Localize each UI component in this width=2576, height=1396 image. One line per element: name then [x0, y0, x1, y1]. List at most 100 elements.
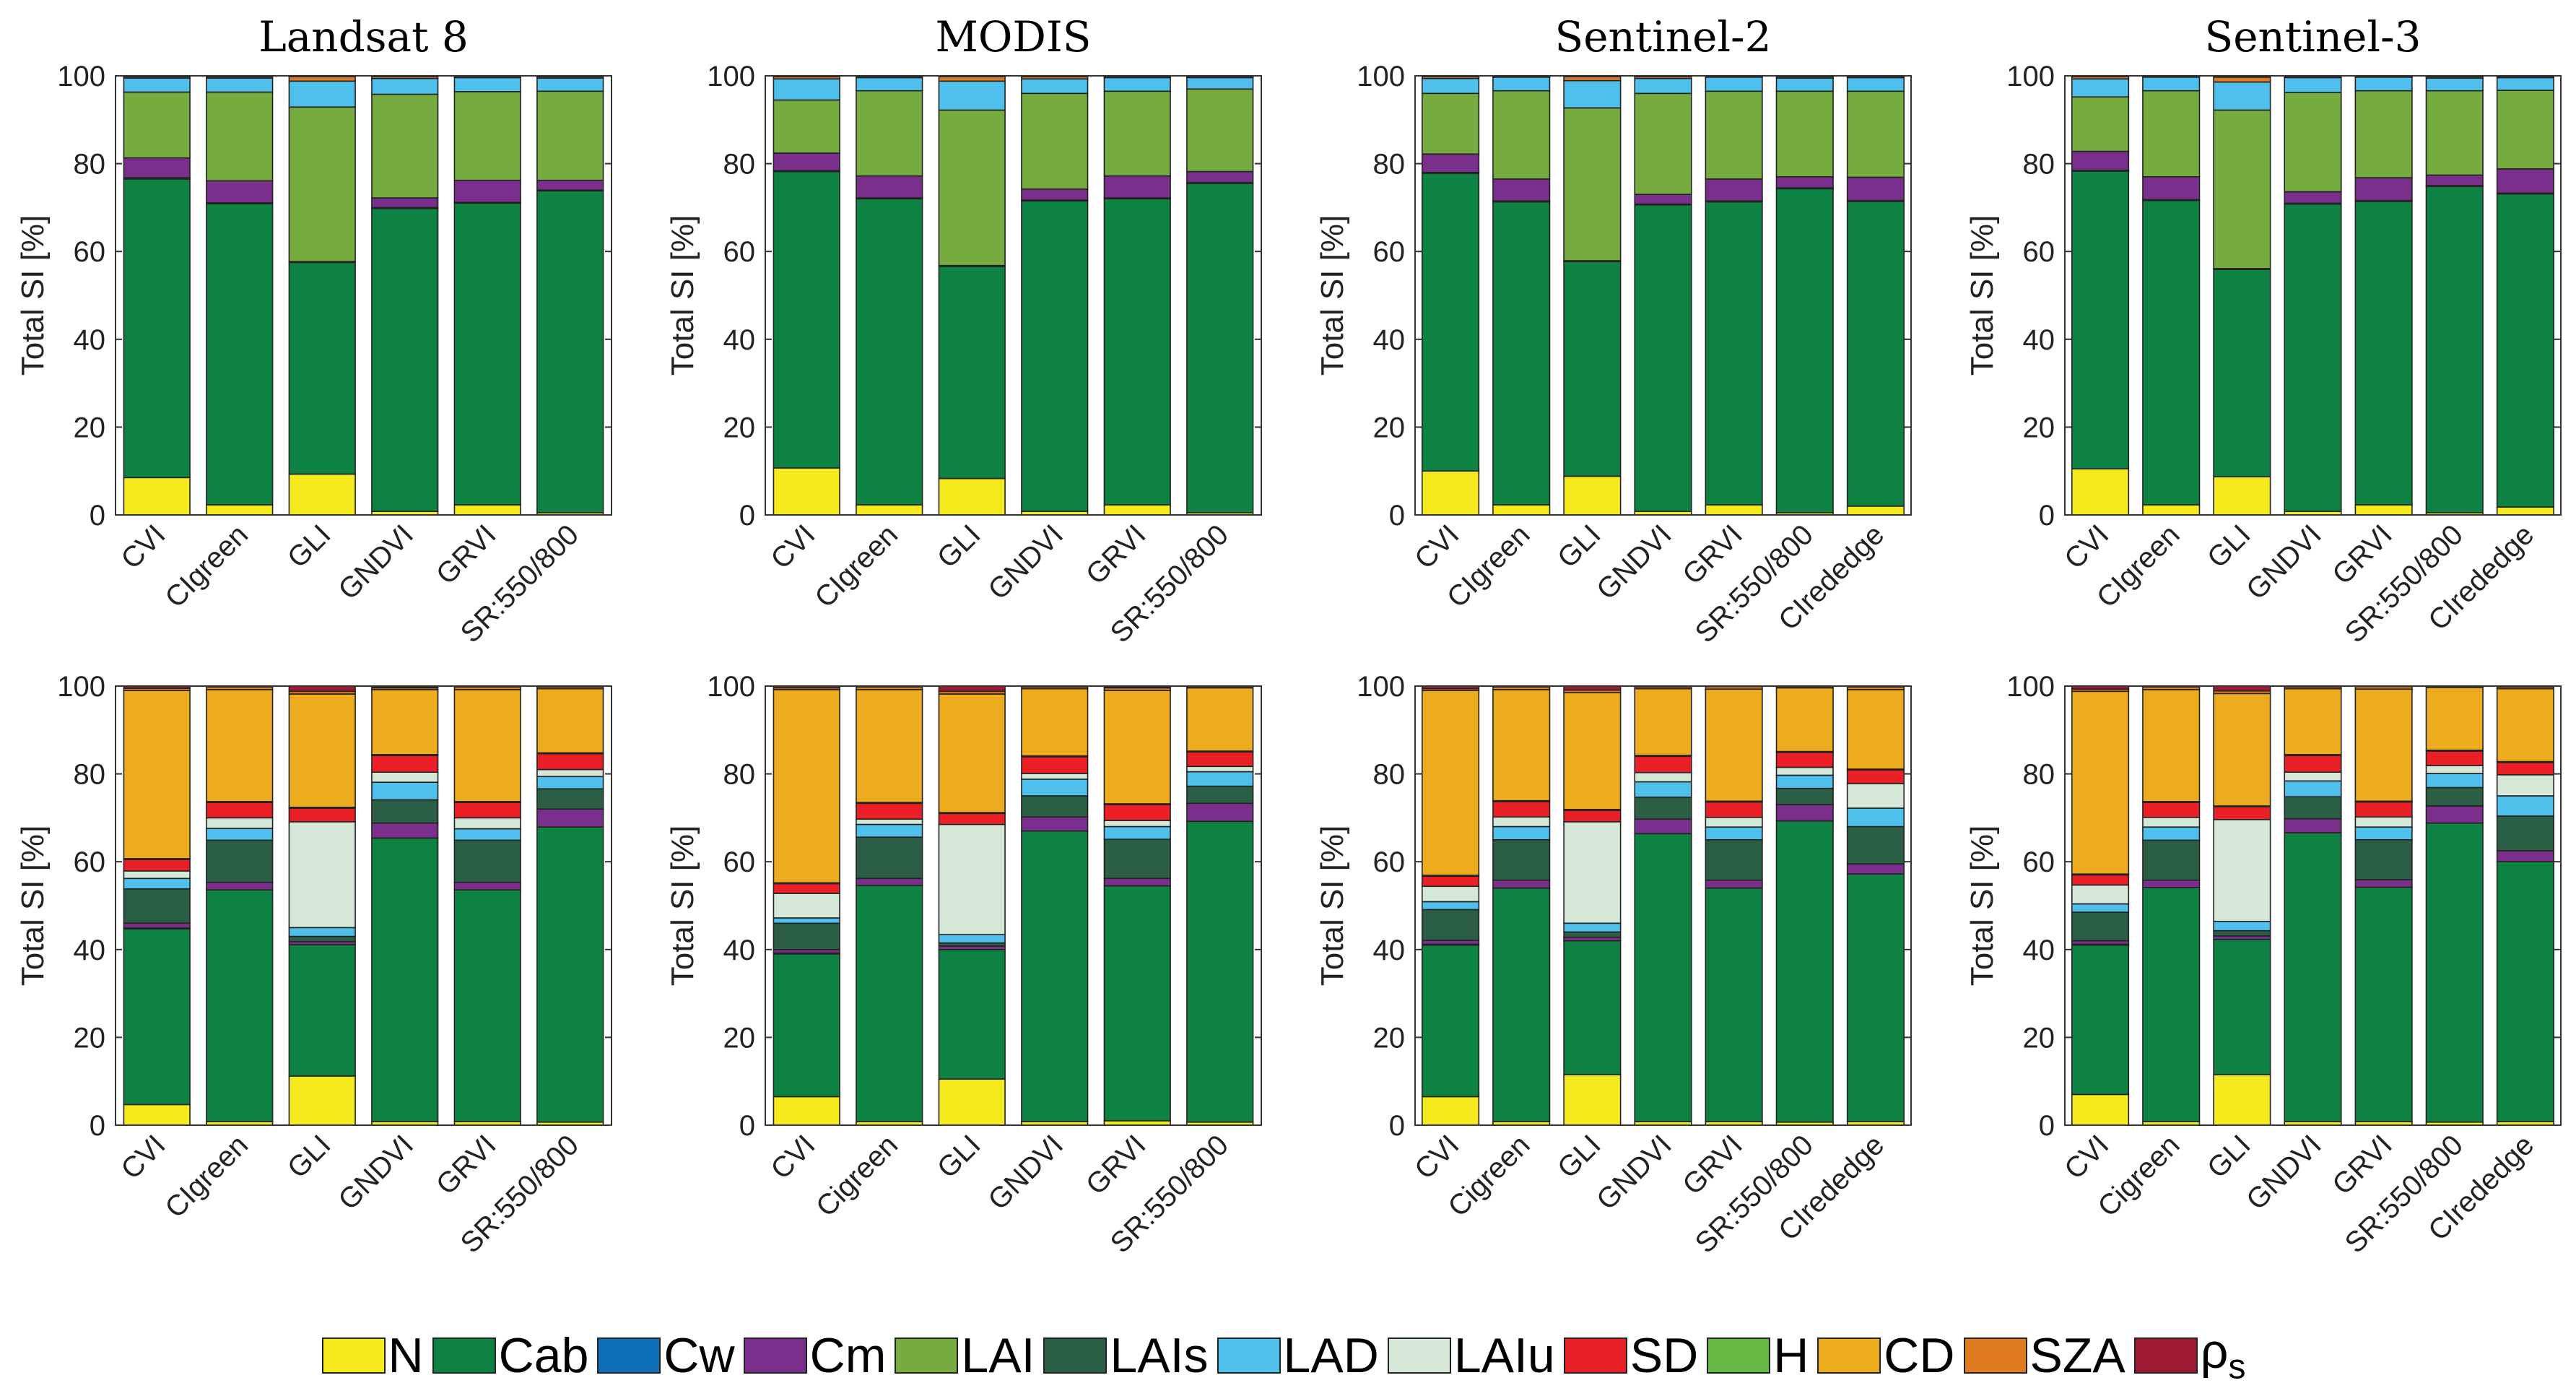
legend-item-Cm: Cm — [743, 1331, 886, 1380]
bar-segment-Cab — [1846, 873, 1905, 1122]
x-tick-label: CVI — [2058, 1129, 2115, 1185]
bar-segment-SD — [773, 883, 840, 894]
bar-segment-LAIu — [938, 823, 1006, 935]
bar-segment-Cab — [2213, 269, 2271, 477]
bar-segment-Cab — [1021, 200, 1089, 512]
bar-segment-Cm — [2354, 177, 2413, 201]
y-tick-label: 60 — [723, 236, 756, 268]
bar-segment-N — [1103, 504, 1171, 516]
bar-segment-Cm — [1705, 879, 1763, 889]
bar-segment-Cab — [1775, 188, 1834, 513]
bar-segment-LAIu — [1705, 816, 1763, 828]
bar-segment-Cab — [453, 202, 521, 506]
bar-segment-Cm — [1186, 170, 1254, 183]
bar-segment-SD — [2071, 874, 2130, 886]
bar-segment-LAD — [1103, 825, 1171, 840]
legend-swatch — [895, 1338, 959, 1374]
bar-segment-CD — [2142, 689, 2201, 802]
bar-segment-Cm — [2496, 850, 2554, 862]
y-tick-label: 0 — [739, 500, 755, 532]
bar-segment-LAD — [1492, 77, 1551, 92]
y-tick-label: 80 — [2023, 149, 2055, 181]
bar-segment-LAI — [536, 90, 604, 181]
bar-segment-LAI — [1186, 88, 1254, 173]
bar-segment-LAD — [1705, 826, 1763, 841]
bar-segment-CD — [1846, 689, 1905, 770]
bar-segment-LAD — [2425, 773, 2484, 789]
bar-segment-Cab — [206, 203, 274, 506]
bar-segment-LAI — [938, 109, 1006, 266]
bar-segment-Cm — [2142, 176, 2201, 201]
legend-swatch — [1707, 1338, 1771, 1374]
legend-item-rho_s: ρs — [2133, 1327, 2245, 1385]
bar-segment-SD — [2354, 801, 2413, 818]
legend-swatch — [743, 1338, 807, 1374]
legend-label: LAI — [961, 1328, 1035, 1383]
bar-segment-LAIu — [453, 817, 521, 830]
bar-segment-Cm — [856, 175, 923, 199]
bar-segment-SD — [1775, 752, 1834, 768]
bar-segment-LAD — [453, 828, 521, 841]
bar-segment-Cab — [1705, 201, 1763, 506]
bar-segment-LAIu — [288, 821, 356, 929]
chart-title: MODIS — [935, 12, 1091, 61]
x-tick-label: GRVI — [1080, 519, 1152, 591]
bar-segment-CD — [1103, 690, 1171, 805]
axes-box — [765, 75, 1262, 516]
bar-segment-Cab — [1775, 820, 1834, 1123]
bar-segment-SD — [453, 802, 521, 819]
bar-segment-LAI — [2142, 90, 2201, 178]
bar-segment-N — [773, 467, 840, 516]
bar-segment-Cm — [123, 157, 191, 178]
bar-segment-Cab — [2284, 203, 2342, 512]
y-tick-label: 100 — [2006, 61, 2055, 92]
bar-segment-LAD — [2496, 795, 2554, 817]
bar-segment-LAIs — [288, 935, 356, 942]
bar-segment-LAD — [1634, 781, 1692, 798]
x-tick-label: GNDVI — [982, 1129, 1069, 1216]
bar-segment-CD — [1775, 687, 1834, 753]
bar-segment-CD — [1492, 689, 1551, 802]
legend-swatch — [1817, 1338, 1881, 1374]
bar-segment-LAD — [1563, 79, 1622, 109]
bar-segment-N — [2213, 476, 2271, 516]
bar-segment-N — [773, 1096, 840, 1126]
y-tick-label: 60 — [723, 846, 756, 878]
bar-segment-LAD — [1846, 77, 1905, 92]
legend-label: LAD — [1283, 1328, 1379, 1383]
bar-segment-LAIu — [1186, 766, 1254, 773]
bar-segment-CD — [1634, 688, 1692, 756]
bar-segment-CD — [371, 689, 439, 755]
bar-segment-LAI — [453, 91, 521, 181]
bar-segment-LAIu — [2142, 816, 2201, 828]
bar-segment-Cab — [2213, 939, 2271, 1075]
y-tick-label: 20 — [723, 1022, 756, 1054]
y-tick-label: 0 — [90, 1110, 105, 1142]
x-tick-label: CVI — [115, 519, 171, 575]
y-tick-label: 40 — [723, 935, 756, 966]
bar-segment-CD — [2496, 688, 2554, 763]
bar-segment-N — [1492, 504, 1551, 516]
bar-segment-LAD — [938, 934, 1006, 944]
bar-segment-CD — [1705, 688, 1763, 802]
y-tick-label: 40 — [2023, 324, 2055, 356]
bar-segment-Cm — [2284, 818, 2342, 833]
legend-label: N — [388, 1328, 424, 1383]
axes-box — [765, 685, 1262, 1126]
y-tick-label: 100 — [707, 61, 755, 92]
y-tick-label: 80 — [2023, 759, 2055, 791]
y-tick-label: 20 — [1373, 412, 1406, 443]
bar-segment-LAD — [2496, 77, 2554, 91]
bar-segment-SD — [2284, 755, 2342, 773]
y-tick-label: 40 — [74, 324, 106, 356]
bar-segment-Cm — [453, 179, 521, 203]
bar-segment-SD — [1186, 751, 1254, 768]
bar-segment-LAD — [536, 776, 604, 790]
bar-segment-Cm — [1634, 194, 1692, 205]
bar-segment-LAI — [1021, 92, 1089, 190]
bar-segment-Cab — [2284, 832, 2342, 1122]
